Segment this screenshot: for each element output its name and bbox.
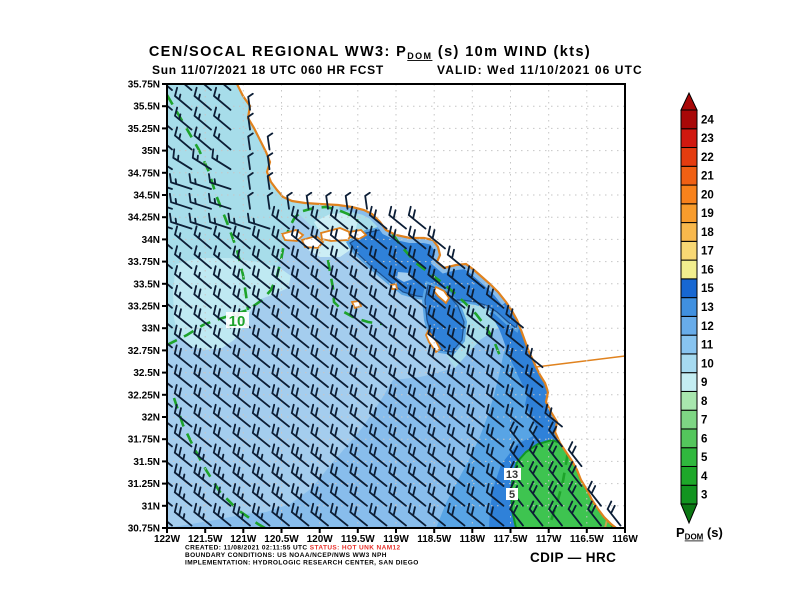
svg-text:32.5N: 32.5N [133,368,160,379]
svg-text:22: 22 [701,152,714,164]
svg-text:33.25N: 33.25N [128,302,160,313]
svg-text:18: 18 [701,227,714,239]
svg-text:15: 15 [701,283,714,295]
svg-text:121W: 121W [230,534,257,545]
svg-text:7: 7 [701,415,707,427]
svg-text:121.5W: 121.5W [188,534,223,545]
svg-text:24: 24 [701,114,714,126]
svg-text:120W: 120W [307,534,334,545]
svg-text:17: 17 [701,246,714,258]
svg-text:3: 3 [701,490,707,502]
svg-text:20: 20 [701,189,714,201]
svg-text:IMPLEMENTATION: HYDROLOGIC RES: IMPLEMENTATION: HYDROLOGIC RESEARCH CENT… [185,560,419,567]
svg-text:35.75N: 35.75N [128,80,160,91]
svg-text:CEN/SOCAL REGIONAL WW3: PDOM (: CEN/SOCAL REGIONAL WW3: PDOM (s) 10m WIN… [149,44,591,61]
svg-text:13: 13 [701,302,714,314]
svg-text:35.25N: 35.25N [128,124,160,135]
svg-text:31.25N: 31.25N [128,479,160,490]
svg-text:34.75N: 34.75N [128,168,160,179]
svg-text:8: 8 [701,396,708,408]
svg-text:10: 10 [701,358,714,370]
svg-text:CREATED: 11/08/2021 02:11:55 U: CREATED: 11/08/2021 02:11:55 UTC STATUS:… [185,545,401,552]
svg-text:30.75N: 30.75N [128,524,160,535]
svg-text:32.75N: 32.75N [128,346,160,357]
svg-text:35.5N: 35.5N [133,102,160,113]
svg-text:4: 4 [701,471,708,483]
svg-text:Sun 11/07/2021 18 UTC 060 HR F: Sun 11/07/2021 18 UTC 060 HR FCST [152,63,384,77]
svg-text:34.5N: 34.5N [133,191,160,202]
svg-text:31.5N: 31.5N [133,457,160,468]
svg-text:5: 5 [701,452,708,464]
svg-text:116.5W: 116.5W [570,534,604,545]
svg-text:VALID: Wed 11/10/2021 06 UTC: VALID: Wed 11/10/2021 06 UTC [437,63,643,77]
svg-text:33.75N: 33.75N [128,257,160,268]
svg-text:118W: 118W [460,534,486,545]
svg-text:6: 6 [701,433,707,445]
svg-text:16: 16 [701,265,714,277]
svg-text:BOUNDARY CONDITIONS: US NOAA/N: BOUNDARY CONDITIONS: US NOAA/NCEP/NWS WW… [185,552,387,559]
svg-text:19: 19 [701,208,714,220]
svg-text:32N: 32N [142,413,160,424]
svg-text:13: 13 [506,469,518,481]
svg-text:33N: 33N [142,324,160,335]
svg-text:35N: 35N [142,146,160,157]
svg-text:117.5W: 117.5W [494,534,528,545]
svg-text:34.25N: 34.25N [128,213,160,224]
svg-text:31N: 31N [142,501,160,512]
svg-text:11: 11 [701,340,714,352]
svg-text:118.5W: 118.5W [417,534,451,545]
svg-text:12: 12 [701,321,714,333]
svg-text:120.5W: 120.5W [264,534,299,545]
svg-text:122W: 122W [154,534,181,545]
svg-text:119.5W: 119.5W [341,534,375,545]
svg-text:31.75N: 31.75N [128,435,160,446]
svg-text:117W: 117W [536,534,562,545]
svg-text:5: 5 [509,489,515,501]
svg-text:CDIP — HRC: CDIP — HRC [530,550,616,565]
svg-text:119W: 119W [383,534,409,545]
svg-text:9: 9 [701,377,707,389]
svg-text:33.5N: 33.5N [133,279,160,290]
svg-text:21: 21 [701,171,714,183]
svg-text:34N: 34N [142,235,160,246]
svg-text:23: 23 [701,133,714,145]
svg-text:116W: 116W [612,534,638,545]
svg-text:10: 10 [229,313,246,330]
svg-text:32.25N: 32.25N [128,390,160,401]
